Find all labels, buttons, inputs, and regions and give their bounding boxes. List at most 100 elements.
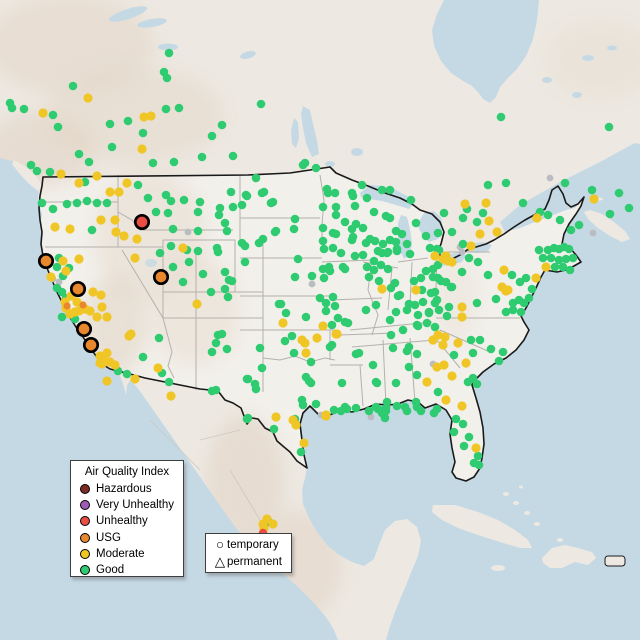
aqi-dot-good[interactable] — [198, 269, 208, 279]
aqi-dot-good[interactable] — [402, 239, 412, 249]
aqi-large-marker-usg[interactable] — [152, 268, 170, 286]
aqi-dot-good[interactable] — [398, 325, 408, 335]
aqi-dot-good[interactable] — [133, 180, 143, 190]
aqi-dot-moderate[interactable] — [422, 377, 432, 387]
aqi-dot-good[interactable] — [475, 335, 485, 345]
aqi-dot-good[interactable] — [390, 278, 400, 288]
aqi-dot-moderate[interactable] — [83, 93, 93, 103]
aqi-dot-moderate[interactable] — [312, 333, 322, 343]
aqi-dot-good[interactable] — [371, 300, 381, 310]
aqi-dot-good[interactable] — [561, 254, 571, 264]
aqi-dot-good[interactable] — [385, 213, 395, 223]
aqi-large-marker-usg[interactable] — [37, 252, 55, 270]
aqi-dot-good[interactable] — [614, 188, 624, 198]
aqi-dot-moderate[interactable] — [102, 376, 112, 386]
aqi-dot-good[interactable] — [347, 235, 357, 245]
aqi-dot-good[interactable] — [287, 331, 297, 341]
aqi-dot-good[interactable] — [250, 379, 260, 389]
aqi-dot-good[interactable] — [422, 318, 432, 328]
aqi-dot-good[interactable] — [342, 404, 352, 414]
aqi-dot-good[interactable] — [464, 253, 474, 263]
aqi-dot-good[interactable] — [102, 198, 112, 208]
aqi-dot-moderate[interactable] — [278, 318, 288, 328]
aqi-dot-moderate[interactable] — [92, 312, 102, 322]
aqi-dot-good[interactable] — [383, 264, 393, 274]
aqi-dot-good[interactable] — [543, 210, 553, 220]
aqi-dot-good[interactable] — [369, 207, 379, 217]
aqi-dot-moderate[interactable] — [441, 395, 451, 405]
aqi-large-marker-unhealthy[interactable] — [133, 213, 151, 231]
aqi-dot-good[interactable] — [397, 229, 407, 239]
aqi-dot-good[interactable] — [524, 293, 534, 303]
aqi-dot-good[interactable] — [546, 253, 556, 263]
aqi-dot-good[interactable] — [498, 347, 508, 357]
aqi-dot-good[interactable] — [478, 208, 488, 218]
aqi-dot-no_data[interactable] — [55, 278, 63, 286]
aqi-dot-moderate[interactable] — [291, 420, 301, 430]
aqi-dot-usg[interactable] — [63, 302, 71, 310]
aqi-dot-good[interactable] — [311, 399, 321, 409]
aqi-dot-good[interactable] — [373, 246, 383, 256]
aqi-dot-good[interactable] — [474, 460, 484, 470]
aqi-dot-moderate[interactable] — [268, 519, 278, 529]
aqi-dot-good[interactable] — [564, 244, 574, 254]
aqi-dot-good[interactable] — [227, 276, 237, 286]
aqi-dot-good[interactable] — [107, 142, 117, 152]
aqi-dot-good[interactable] — [565, 265, 575, 275]
aqi-dot-good[interactable] — [74, 149, 84, 159]
aqi-dot-moderate[interactable] — [461, 358, 471, 368]
aqi-dot-good[interactable] — [464, 432, 474, 442]
aqi-dot-good[interactable] — [256, 99, 266, 109]
aqi-dot-good[interactable] — [163, 208, 173, 218]
aqi-dot-good[interactable] — [433, 273, 443, 283]
aqi-dot-good[interactable] — [240, 257, 250, 267]
aqi-dot-good[interactable] — [168, 224, 178, 234]
aqi-dot-good[interactable] — [392, 246, 402, 256]
aqi-dot-good[interactable] — [413, 310, 423, 320]
aqi-dot-moderate[interactable] — [132, 234, 142, 244]
aqi-dot-good[interactable] — [395, 290, 405, 300]
aqi-dot-good[interactable] — [378, 239, 388, 249]
aqi-dot-good[interactable] — [237, 200, 247, 210]
aqi-dot-no_data[interactable] — [589, 229, 597, 237]
aqi-dot-moderate[interactable] — [96, 290, 106, 300]
aqi-dot-good[interactable] — [337, 378, 347, 388]
aqi-dot-moderate[interactable] — [65, 224, 75, 234]
aqi-dot-good[interactable] — [154, 333, 164, 343]
aqi-dot-good[interactable] — [402, 346, 412, 356]
aqi-dot-good[interactable] — [166, 196, 176, 206]
aqi-dot-moderate[interactable] — [471, 443, 481, 453]
aqi-dot-good[interactable] — [430, 322, 440, 332]
aqi-dot-moderate[interactable] — [88, 287, 98, 297]
aqi-dot-good[interactable] — [412, 349, 422, 359]
aqi-dot-good[interactable] — [322, 184, 332, 194]
aqi-dot-good[interactable] — [404, 299, 414, 309]
aqi-dot-moderate[interactable] — [271, 412, 281, 422]
aqi-dot-moderate[interactable] — [332, 329, 342, 339]
aqi-dot-good[interactable] — [409, 276, 419, 286]
aqi-dot-good[interactable] — [340, 217, 350, 227]
aqi-dot-good[interactable] — [457, 267, 467, 277]
aqi-dot-good[interactable] — [72, 198, 82, 208]
aqi-dot-moderate[interactable] — [102, 312, 112, 322]
aqi-dot-good[interactable] — [466, 335, 476, 345]
aqi-large-marker-usg[interactable] — [82, 336, 100, 354]
aqi-dot-moderate[interactable] — [430, 251, 440, 261]
aqi-dot-moderate[interactable] — [541, 262, 551, 272]
aqi-dot-good[interactable] — [404, 362, 414, 372]
aqi-dot-moderate[interactable] — [531, 273, 541, 283]
aqi-dot-good[interactable] — [432, 404, 442, 414]
aqi-dot-good[interactable] — [255, 343, 265, 353]
aqi-dot-good[interactable] — [350, 201, 360, 211]
aqi-dot-good[interactable] — [123, 116, 133, 126]
aqi-dot-no_data[interactable] — [367, 413, 375, 421]
aqi-dot-good[interactable] — [290, 214, 300, 224]
aqi-dot-good[interactable] — [228, 202, 238, 212]
aqi-dot-good[interactable] — [122, 369, 132, 379]
aqi-dot-good[interactable] — [358, 250, 368, 260]
aqi-dot-good[interactable] — [311, 163, 321, 173]
aqi-dot-moderate[interactable] — [532, 213, 542, 223]
aqi-dot-good[interactable] — [257, 188, 267, 198]
aqi-dot-moderate[interactable] — [457, 401, 467, 411]
aqi-dot-moderate[interactable] — [46, 272, 56, 282]
